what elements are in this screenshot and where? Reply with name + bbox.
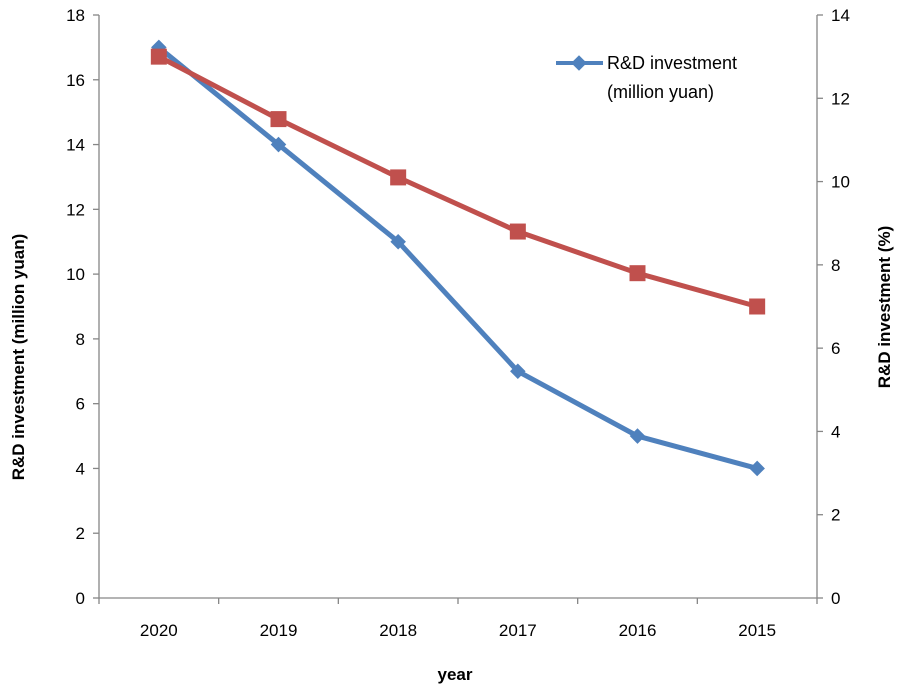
- x-tick-label: 2020: [140, 621, 178, 640]
- left-axis-title: R&D investment (million yuan): [9, 234, 28, 481]
- left-tick-label: 4: [76, 459, 85, 478]
- left-tick-label: 14: [66, 136, 85, 155]
- left-tick-label: 2: [76, 524, 85, 543]
- left-tick-label: 16: [66, 71, 85, 90]
- series-layer: [150, 39, 766, 477]
- right-tick-label: 10: [831, 173, 850, 192]
- left-tick-label: 0: [76, 589, 85, 608]
- series-2-point: [150, 48, 167, 65]
- series-2-line: [157, 54, 758, 309]
- left-axis-ticks: 0 2 4 6 8 10 12 14 16 18: [66, 6, 99, 608]
- series-1-point: [749, 460, 765, 477]
- series-2-point: [509, 223, 526, 240]
- legend-label-line-1: R&D investment: [607, 53, 737, 73]
- left-tick-label: 10: [66, 265, 85, 284]
- x-tick-label: 2015: [738, 621, 776, 640]
- series-2-point: [270, 111, 287, 128]
- x-axis-title: year: [438, 665, 473, 684]
- series-2-point: [749, 298, 766, 315]
- x-tick-label: 2017: [499, 621, 537, 640]
- right-tick-label: 2: [831, 506, 840, 525]
- x-tick-label: 2018: [379, 621, 417, 640]
- left-tick-label: 8: [76, 330, 85, 349]
- left-tick-label: 18: [66, 6, 85, 25]
- left-tick-label: 6: [76, 395, 85, 414]
- x-tick-label: 2016: [619, 621, 657, 640]
- x-tick-label: 2019: [260, 621, 298, 640]
- right-tick-label: 8: [831, 256, 840, 275]
- series-1-point: [270, 136, 287, 153]
- right-tick-label: 4: [831, 422, 840, 441]
- series-2: [150, 48, 766, 315]
- right-tick-label: 0: [831, 589, 840, 608]
- right-axis-ticks: 0 2 4 6 8 10 12 14: [817, 6, 850, 608]
- left-tick-label: 12: [66, 200, 85, 219]
- right-tick-label: 12: [831, 89, 850, 108]
- series-2-point: [629, 265, 646, 282]
- series-2-point: [390, 169, 407, 186]
- x-axis-ticks: 2020 2019 2018 2017 2016 2015: [98, 598, 818, 640]
- right-tick-label: 6: [831, 339, 840, 358]
- legend-marker-1: [571, 55, 587, 71]
- series-1-point: [390, 233, 406, 250]
- series-1-line: [157, 45, 758, 471]
- right-tick-label: 14: [831, 6, 850, 25]
- right-axis-title: R&D investment (%): [875, 226, 894, 388]
- series-1: [151, 39, 765, 477]
- legend-label-line-2: (million yuan): [607, 82, 714, 102]
- legend: R&D investment (million yuan): [556, 53, 737, 102]
